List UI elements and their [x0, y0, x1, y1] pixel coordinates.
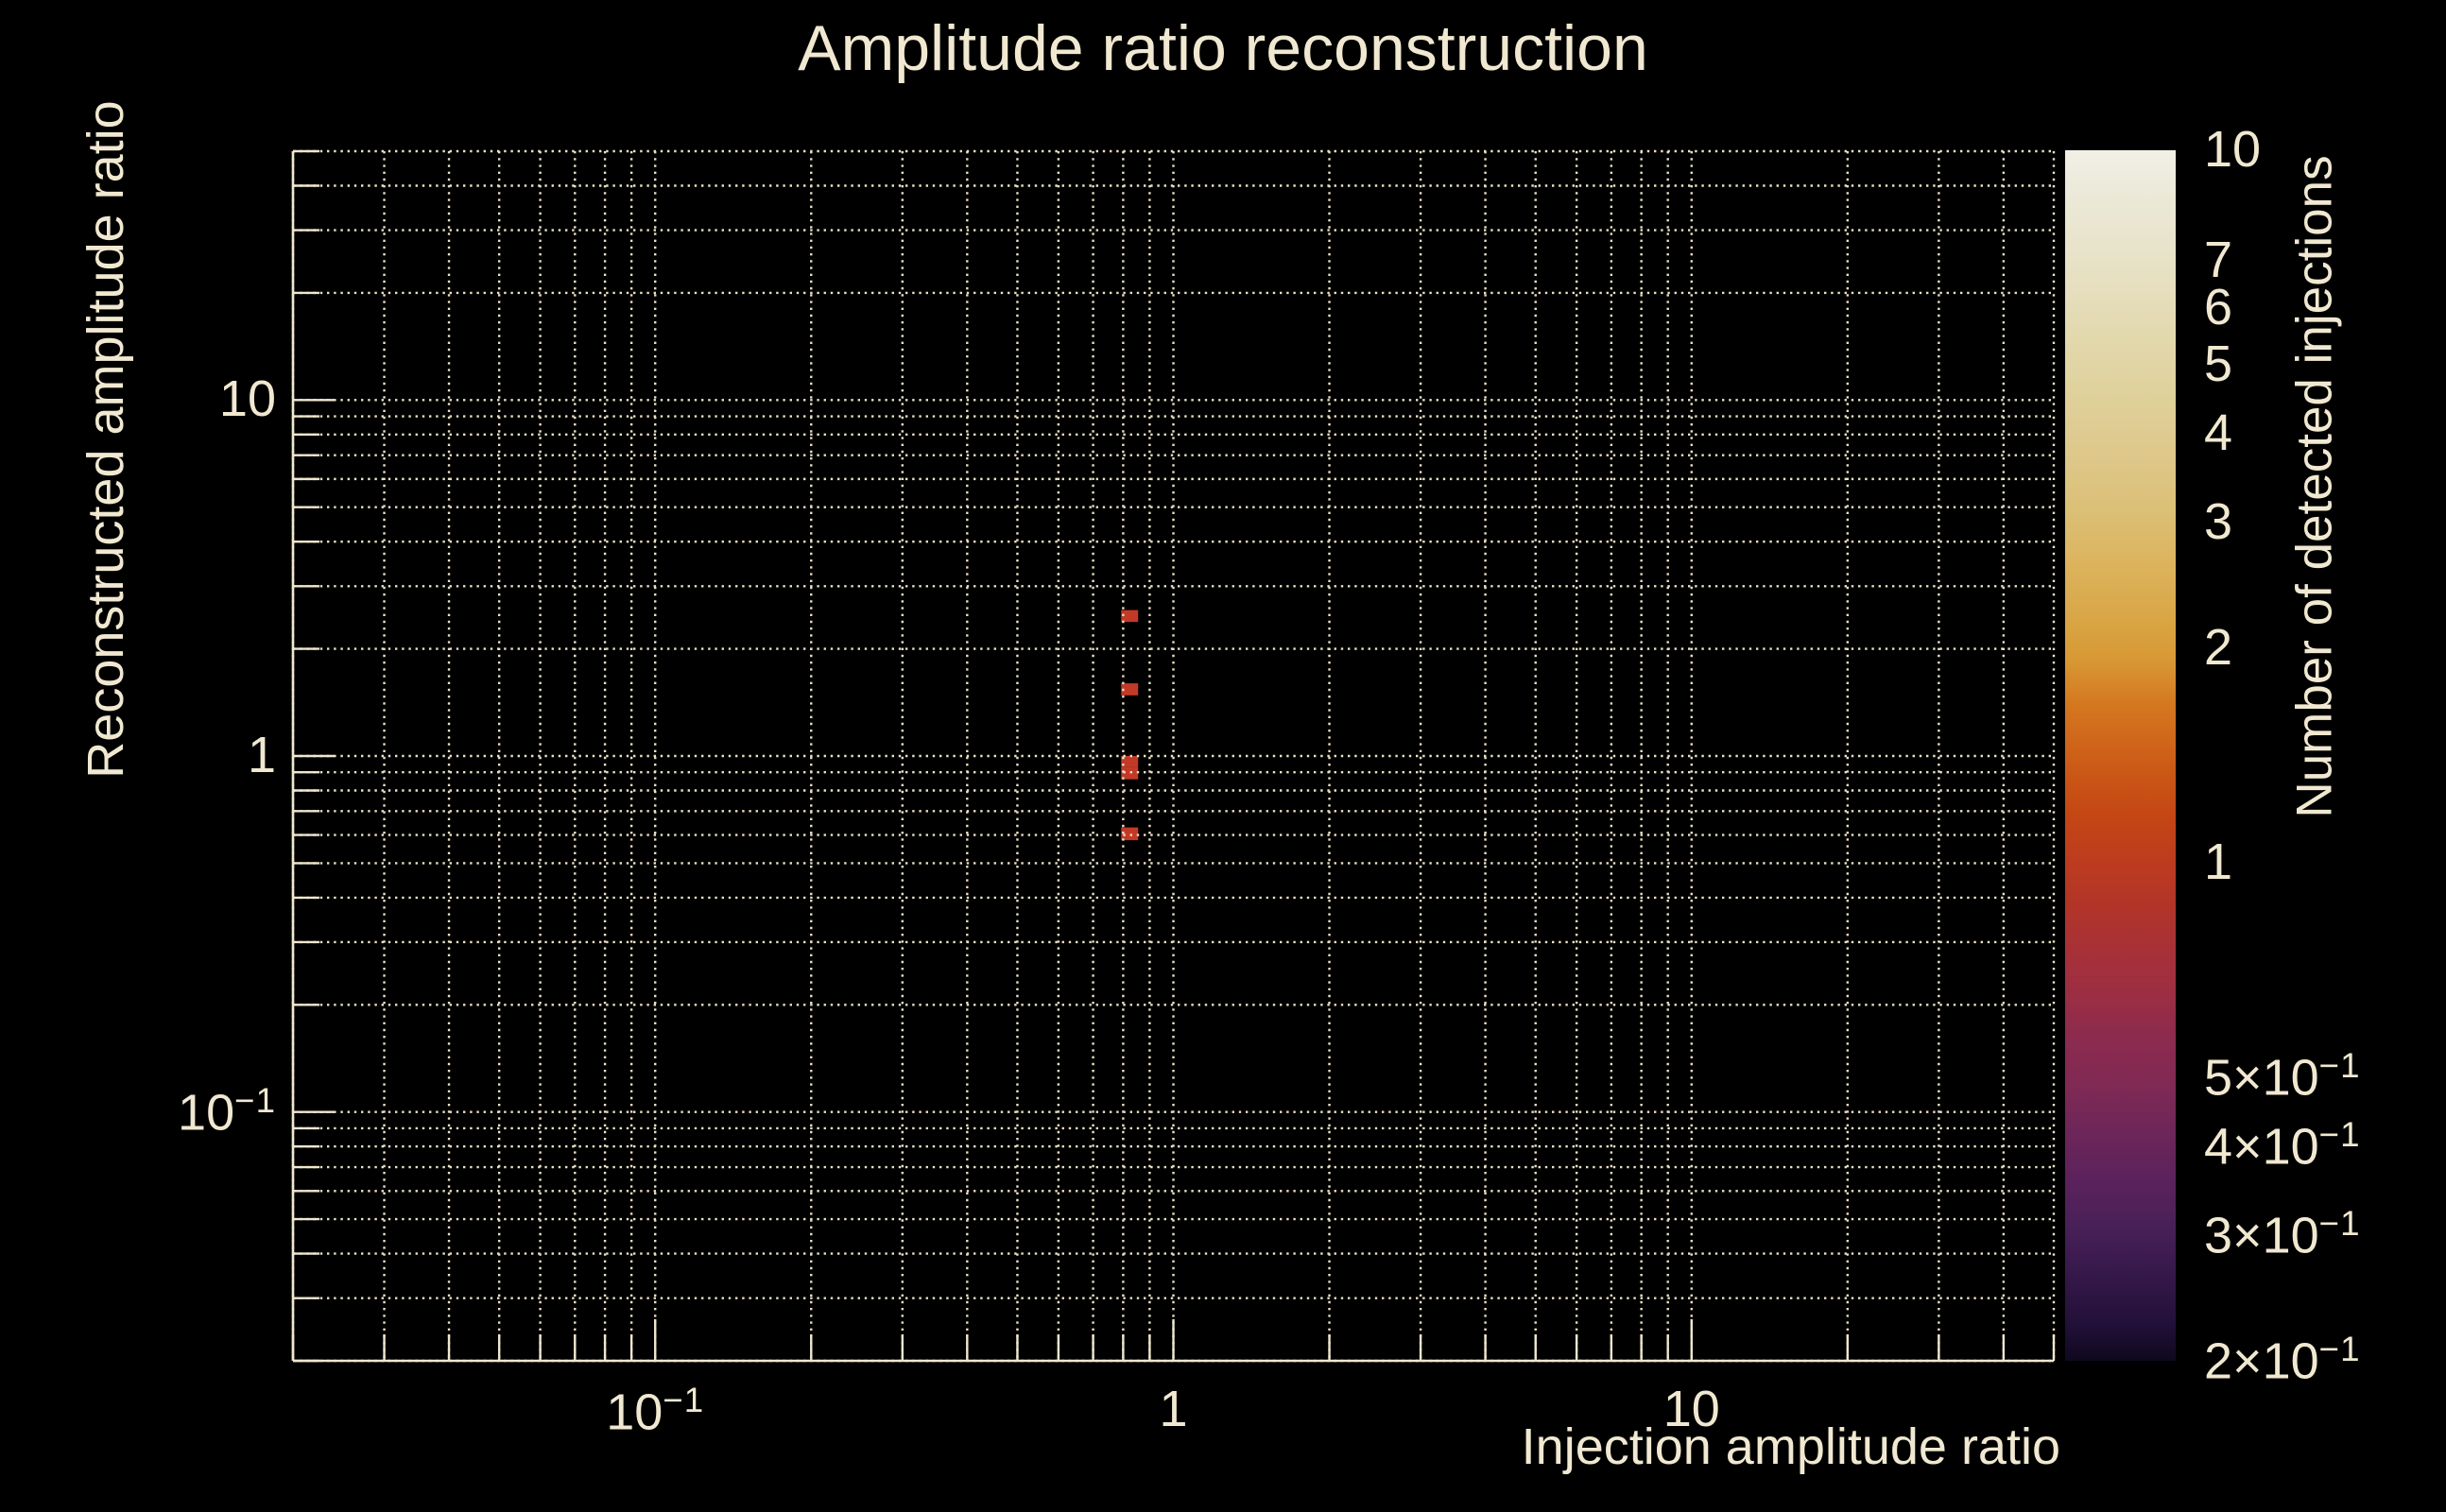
y-axis-title: Reconstructed amplitude ratio	[78, 100, 134, 779]
y-tick-label: 10	[218, 370, 276, 428]
histogram-bin	[1121, 683, 1139, 696]
colorbar-tick-label: 1	[2204, 833, 2233, 890]
x-tick-label: 1	[1159, 1381, 1188, 1437]
x-tick-label: 10−1	[606, 1381, 705, 1441]
colorbar-tick-label: 7	[2204, 231, 2233, 288]
y-tick-label: 1	[247, 726, 276, 783]
colorbar-tick-label: 5×10−1	[2204, 1046, 2361, 1107]
colorbar-gradient	[2065, 150, 2176, 1361]
colorbar-tick-label: 3	[2204, 493, 2233, 551]
x-axis-title: Injection amplitude ratio	[1521, 1418, 2060, 1475]
colorbar-tick-label: 3×10−1	[2204, 1204, 2361, 1264]
y-tick-label: 10−1	[178, 1080, 276, 1142]
histogram-bin	[1121, 827, 1139, 841]
colorbar-tick-label: 5	[2204, 335, 2233, 392]
chart-title: Amplitude ratio reconstruction	[798, 12, 1648, 84]
x-tick-label: 10	[1662, 1381, 1720, 1437]
colorbar-tick-label: 2×10−1	[2204, 1330, 2361, 1390]
histogram-bin	[1121, 610, 1139, 623]
colorbar-tick-label: 10	[2204, 120, 2262, 178]
colorbar-tick-label: 4	[2204, 404, 2233, 461]
colorbar-tick-label: 4×10−1	[2204, 1115, 2361, 1176]
histogram-bin	[1121, 756, 1139, 767]
colorbar-tick-label: 2	[2204, 618, 2233, 676]
colorbar-tick-label: 6	[2204, 279, 2233, 336]
colorbar-title: Number of detected injections	[2286, 155, 2343, 818]
histogram-bin	[1121, 766, 1139, 780]
